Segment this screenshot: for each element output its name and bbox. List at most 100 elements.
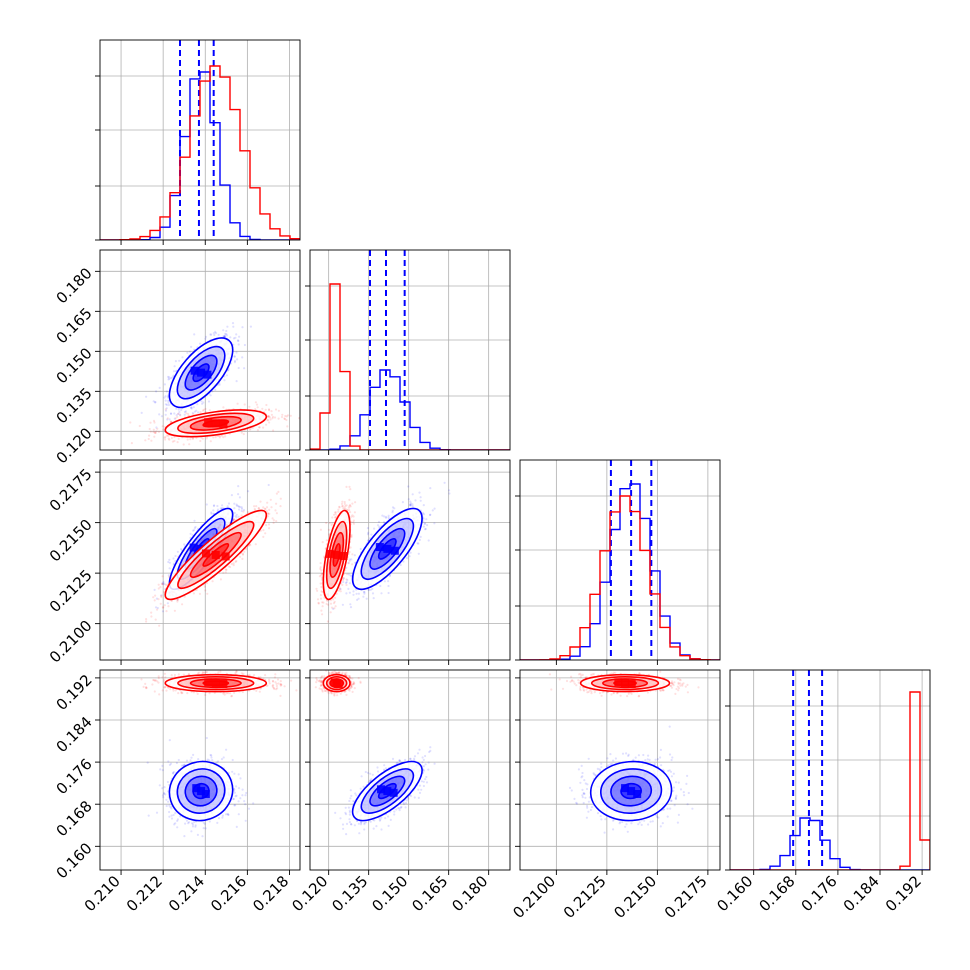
scatter-point	[255, 505, 258, 508]
scatter-point	[387, 580, 390, 583]
scatter-point	[164, 399, 167, 402]
scatter-point	[222, 406, 225, 409]
scatter-point	[219, 507, 222, 510]
scatter-point	[180, 408, 183, 412]
scatter-point	[258, 426, 261, 429]
scatter-point	[227, 502, 231, 505]
scatter-point	[191, 529, 195, 532]
scatter-point	[239, 505, 242, 509]
scatter-point	[265, 423, 268, 426]
scatter-point	[167, 434, 170, 437]
scatter-point	[222, 335, 225, 338]
scatter-point	[173, 435, 176, 439]
scatter-point	[245, 548, 248, 551]
scatter-point	[191, 437, 194, 440]
scatter-point	[247, 490, 250, 493]
scatter-point	[200, 538, 203, 541]
scatter-point	[241, 557, 244, 561]
scatter-point	[240, 509, 243, 513]
scatter-point	[130, 442, 133, 445]
scatter-point	[271, 417, 274, 420]
scatter-point	[233, 507, 236, 510]
scatter-point	[152, 428, 155, 431]
scatter-point	[209, 440, 212, 443]
scatter-point	[241, 356, 244, 359]
scatter-point	[168, 575, 171, 578]
scatter-point	[283, 417, 286, 420]
scatter-point	[183, 549, 186, 552]
scatter-point	[267, 408, 271, 411]
scatter-point	[138, 424, 141, 428]
scatter-point	[266, 512, 270, 515]
scatter-point	[160, 595, 163, 599]
scatter-point	[225, 333, 228, 336]
scatter-point	[155, 390, 158, 393]
scatter-point	[233, 518, 236, 521]
scatter-point	[243, 403, 246, 406]
scatter-point	[267, 483, 270, 487]
scatter-point	[176, 415, 179, 419]
scatter-point	[193, 527, 196, 530]
scatter-point	[349, 606, 353, 609]
scatter-point	[273, 416, 277, 419]
scatter-point	[164, 403, 167, 406]
scatter-point	[163, 383, 166, 386]
blue-density-peak	[197, 368, 206, 377]
scatter-point	[177, 408, 180, 411]
scatter-point	[185, 412, 188, 415]
scatter-point	[172, 374, 175, 377]
scatter-point	[264, 408, 267, 411]
scatter-point	[248, 405, 251, 408]
scatter-point	[193, 519, 196, 522]
scatter-point	[223, 379, 226, 382]
scatter-point	[176, 600, 179, 603]
scatter-point	[223, 335, 226, 338]
scatter-point	[265, 510, 268, 513]
scatter-point	[167, 399, 170, 402]
scatter-point	[153, 431, 156, 434]
scatter-point	[168, 438, 171, 441]
scatter-point	[173, 439, 176, 443]
red-density-peak	[221, 552, 230, 561]
scatter-point	[236, 402, 239, 405]
scatter-point	[233, 511, 236, 515]
scatter-point	[235, 380, 238, 383]
scatter-point	[270, 410, 273, 413]
scatter-point	[188, 350, 192, 353]
scatter-point	[147, 437, 150, 441]
scatter-point	[240, 506, 243, 509]
scatter-point	[240, 507, 244, 510]
scatter-point	[357, 592, 360, 595]
scatter-point	[179, 413, 182, 416]
scatter-point	[235, 504, 238, 507]
scatter-point	[172, 370, 176, 373]
scatter-point	[298, 417, 300, 420]
scatter-point	[269, 418, 272, 421]
scatter-point	[234, 336, 237, 339]
scatter-point	[237, 515, 240, 518]
scatter-point	[168, 377, 171, 380]
scatter-point	[213, 333, 216, 337]
scatter-point	[152, 400, 155, 403]
scatter-point	[422, 513, 426, 516]
scatter-point	[152, 419, 156, 422]
scatter-point	[212, 509, 215, 512]
scatter-point	[189, 406, 193, 409]
scatter-point	[204, 589, 207, 592]
scatter-point	[267, 415, 270, 418]
scatter-point	[169, 412, 173, 415]
scatter-point	[170, 599, 173, 602]
scatter-point	[140, 411, 143, 414]
scatter-point	[201, 402, 204, 405]
scatter-point	[196, 403, 199, 406]
scatter-point	[223, 335, 226, 338]
scatter-point	[160, 594, 163, 597]
scatter-point	[347, 587, 350, 591]
scatter-point	[275, 502, 278, 505]
scatter-point	[184, 410, 187, 413]
scatter-point	[161, 606, 164, 609]
scatter-point	[175, 414, 178, 417]
scatter-point	[261, 407, 264, 410]
scatter-point	[232, 518, 235, 521]
scatter-point	[207, 400, 211, 403]
